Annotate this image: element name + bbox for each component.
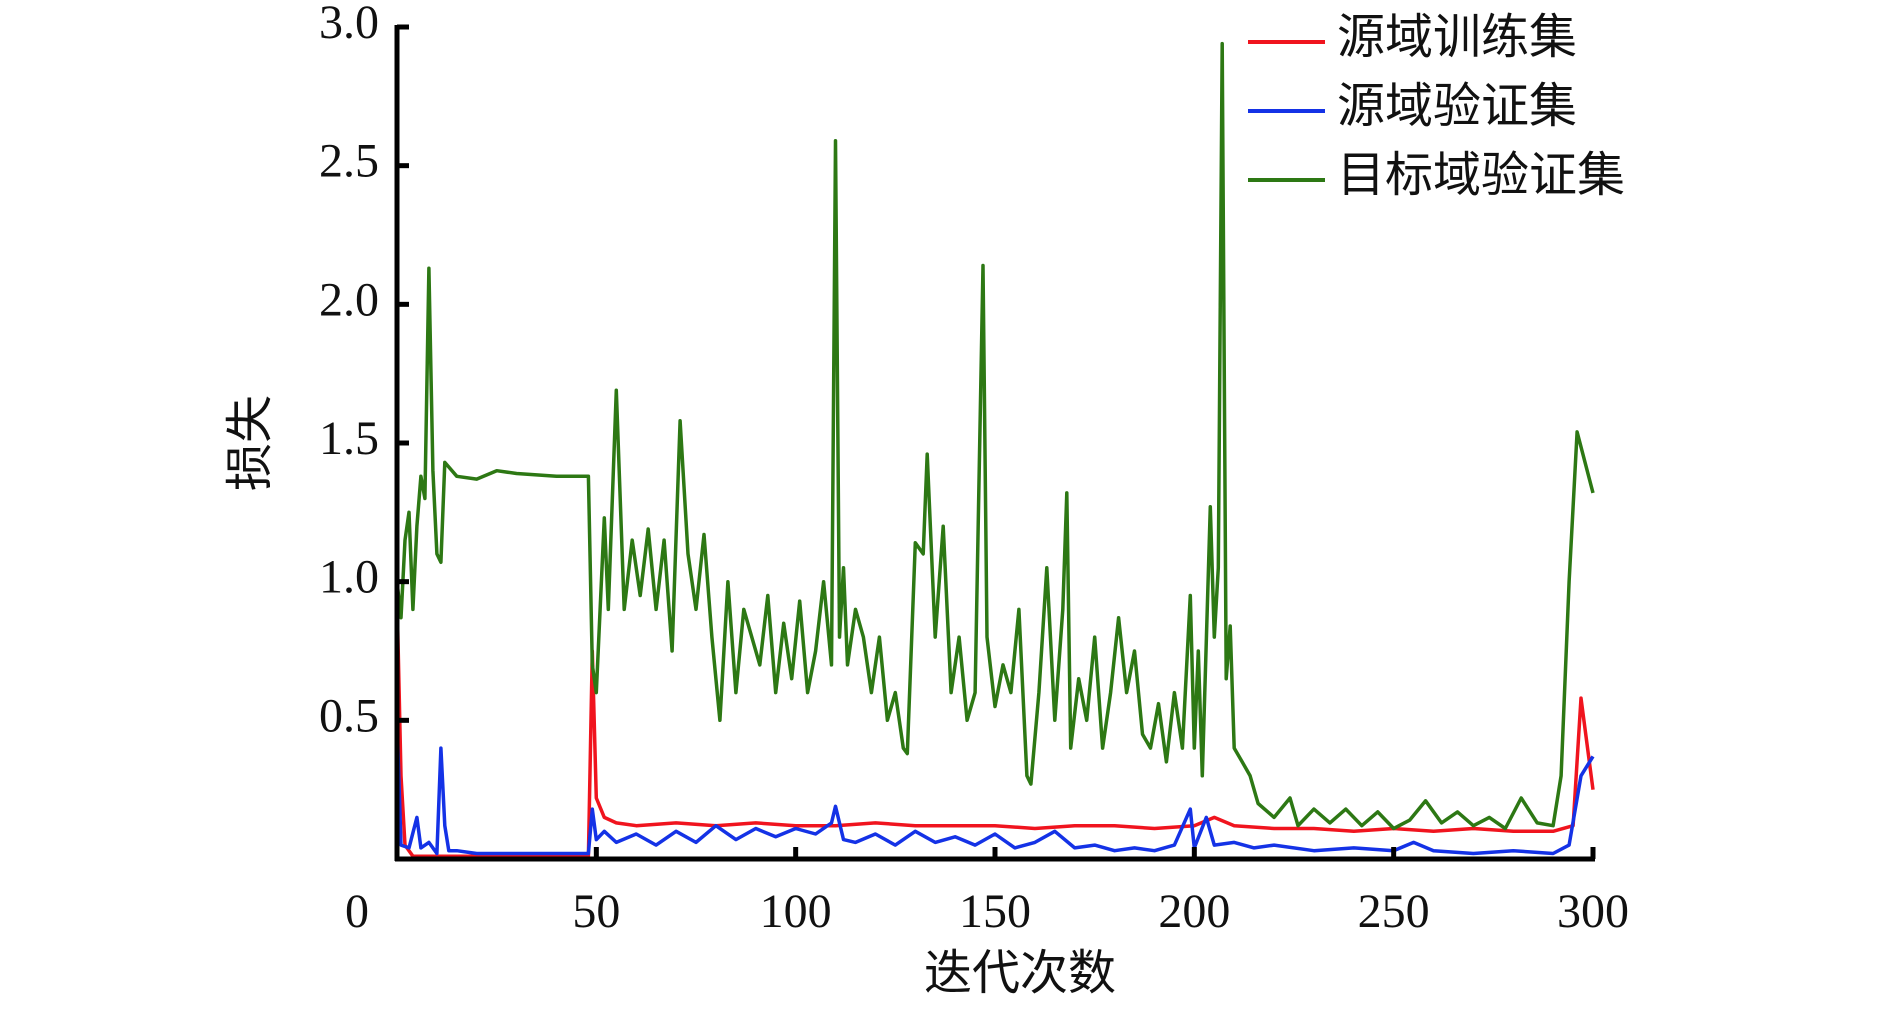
x-tick-label: 0 [345, 885, 369, 938]
x-tick-label: 150 [959, 885, 1031, 938]
legend-label: 源域验证集 [1337, 80, 1577, 133]
x-tick-label: 300 [1557, 885, 1629, 938]
y-tick-label: 3.0 [319, 0, 379, 49]
y-tick-label: 1.0 [319, 551, 379, 604]
x-tick-label: 250 [1358, 885, 1430, 938]
x-tick-label: 200 [1158, 885, 1230, 938]
data-line [395, 41, 1595, 831]
y-tick-label: 2.5 [319, 135, 379, 188]
x-tick-label: 50 [572, 885, 620, 938]
legend-label: 目标域验证集 [1337, 149, 1625, 202]
y-tick-label: 0.5 [319, 689, 379, 742]
data-line [395, 720, 1595, 856]
y-tick-label: 2.0 [319, 273, 379, 326]
y-axis-label: 损失 [224, 395, 277, 491]
legend-label: 源域训练集 [1337, 11, 1577, 64]
x-tick-label: 100 [760, 885, 832, 938]
data-line [395, 595, 1595, 858]
x-axis-label: 迭代次数 [924, 947, 1116, 1000]
y-tick-label: 1.5 [319, 412, 379, 465]
